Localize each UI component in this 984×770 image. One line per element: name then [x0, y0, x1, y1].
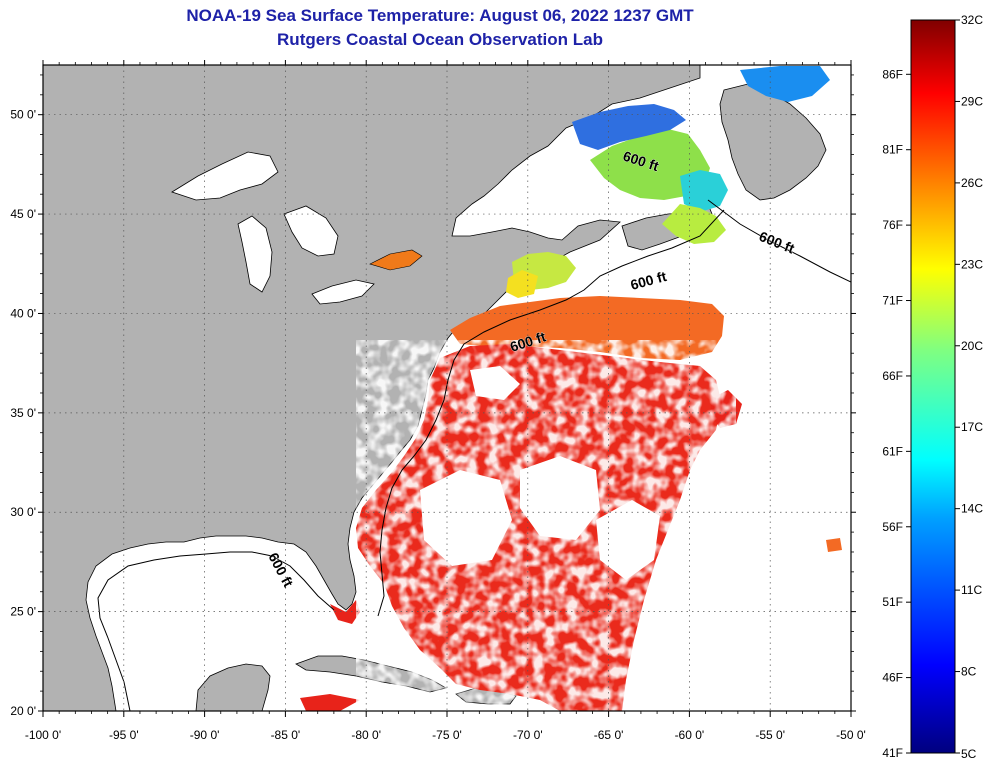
great-lakes: [171, 151, 375, 305]
lon-tick-label: -90 0': [190, 728, 220, 742]
colorbar-f-label: 86F: [882, 67, 903, 81]
sst-data-layer: [300, 66, 842, 711]
lake-ontario-sst: [369, 249, 423, 271]
land-yucatan: [195, 663, 271, 711]
colorbar-fahrenheit-labels: 86F 81F 76F 71F 66F 61F 56F 51F 46F 41F: [882, 67, 903, 760]
lat-tick-label: 20 0': [10, 704, 36, 718]
colorbar-c-label: 23C: [961, 257, 983, 271]
colorbar-f-label: 41F: [882, 746, 903, 760]
lat-tick-label: 50 0': [10, 108, 36, 122]
colorbar: [910, 19, 956, 754]
land-newfoundland: [719, 83, 827, 201]
lon-tick-label: -95 0': [109, 728, 139, 742]
contour-600ft-gulf: [97, 551, 335, 711]
colorbar-c-label: 29C: [961, 94, 983, 108]
latitude-axis: 20 0' 25 0' 30 0' 35 0' 40 0' 45 0' 50 0': [10, 74, 856, 718]
colorbar-c-label: 8C: [961, 665, 977, 679]
lat-tick-label: 45 0': [10, 207, 36, 221]
title-line-2: Rutgers Coastal Ocean Observation Lab: [277, 30, 603, 49]
lon-tick-label: -60 0': [675, 728, 705, 742]
colorbar-c-label: 20C: [961, 339, 983, 353]
lat-tick-label: 35 0': [10, 406, 36, 420]
colorbar-f-label: 66F: [882, 369, 903, 383]
colorbar-c-label: 32C: [961, 13, 983, 27]
colorbar-c-label: 26C: [961, 176, 983, 190]
colorbar-ticks: [906, 19, 960, 754]
longitude-axis: -100 0' -95 0' -90 0' -85 0' -80 0' -75 0' -70…: [25, 60, 866, 742]
lat-tick-label: 25 0': [10, 605, 36, 619]
colorbar-f-label: 51F: [882, 595, 903, 609]
colorbar-celsius-labels: 32C 29C 26C 23C 20C 17C 14C 11C 8C 5C: [961, 13, 983, 761]
lon-tick-label: -70 0': [513, 728, 543, 742]
lat-tick-label: 40 0': [10, 306, 36, 320]
colorbar-f-label: 61F: [882, 444, 903, 458]
lon-tick-label: -100 0': [25, 728, 61, 742]
title-line-1: NOAA-19 Sea Surface Temperature: August …: [186, 6, 694, 25]
colorbar-c-label: 14C: [961, 502, 983, 516]
contour-600ft-atlantic: [377, 199, 851, 617]
colorbar-f-label: 46F: [882, 671, 903, 685]
lat-tick-label: 30 0': [10, 505, 36, 519]
colorbar-f-label: 56F: [882, 520, 903, 534]
colorbar-f-label: 71F: [882, 294, 903, 308]
lon-tick-label: -55 0': [755, 728, 785, 742]
colorbar-c-label: 17C: [961, 420, 983, 434]
colorbar-c-label: 5C: [961, 747, 977, 761]
lon-tick-label: -75 0': [432, 728, 462, 742]
colorbar-f-label: 76F: [882, 218, 903, 232]
lon-tick-label: -85 0': [271, 728, 301, 742]
colorbar-f-label: 81F: [882, 143, 903, 157]
lon-tick-label: -65 0': [594, 728, 624, 742]
colorbar-c-label: 11C: [961, 583, 982, 597]
lon-tick-label: -50 0': [836, 728, 866, 742]
lon-tick-label: -80 0': [351, 728, 381, 742]
